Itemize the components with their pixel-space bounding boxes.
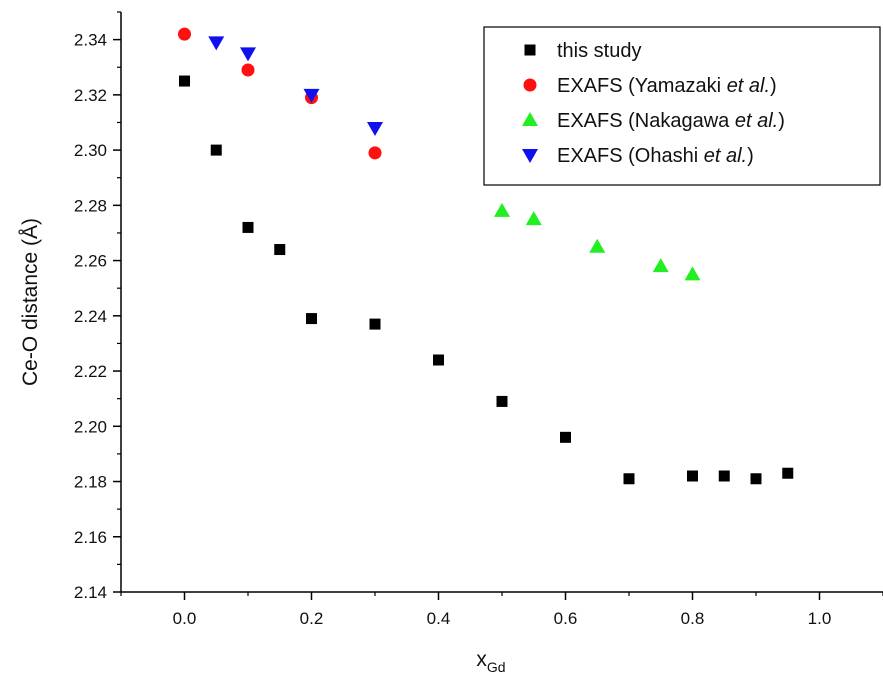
data-point [241,63,255,77]
data-point [652,258,669,273]
series-3 [208,36,383,136]
series-2 [494,202,701,281]
legend-box [483,26,881,186]
legend: this study EXAFS (Yamazaki et al.) EXAFS (… [483,26,881,186]
x-tick-label: 1.0 [808,609,832,628]
data-point [525,211,542,226]
y-tick-label: 2.30 [74,141,107,160]
x-tick-label: 0.8 [681,609,705,628]
data-point [303,88,320,103]
y-tick-labels: 2.14 2.16 2.18 2.20 2.22 2.24 2.26 2.28 2.30 2.32… [74,31,107,602]
y-tick-label: 2.16 [74,528,107,547]
legend-marker [524,44,536,56]
x-tick-label: 0.6 [554,609,578,628]
x-axis-title-subscript: Gd [487,659,506,675]
y-tick-label: 2.26 [74,252,107,271]
data-point [179,75,190,87]
data-point [210,144,222,156]
data-point [306,313,317,325]
x-tick-label: 0.4 [427,609,451,628]
legend-label: this study [557,40,641,62]
data-point [242,221,254,233]
x-tick-label: 0.2 [300,609,324,628]
legend-marker [522,149,538,163]
data-point [208,36,225,51]
x-axis-title-main: x [476,648,487,671]
y-tick-label: 2.34 [74,31,107,50]
y-tick-label: 2.28 [74,196,107,215]
data-point [178,27,191,41]
legend-marker [523,78,537,92]
legend-label: EXAFS (Ohashi et al.) [557,145,754,167]
y-tick-label: 2.32 [74,86,107,105]
series-0 [179,75,794,485]
y-tick-label: 2.22 [74,362,107,381]
x-tick-label: 0.0 [173,609,197,628]
legend-marker [522,112,538,126]
y-tick-label: 2.24 [74,307,107,326]
legend-label: EXAFS (Yamazaki et al.) [557,75,777,97]
data-point [369,318,381,330]
data-point [240,47,256,62]
y-tick-label: 2.18 [74,473,107,492]
data-point [560,431,571,443]
data-point [589,238,606,253]
data-point [496,395,508,407]
tick-marks [113,11,883,600]
data-point [687,470,698,482]
data-points [178,27,794,485]
series-1 [178,27,382,160]
x-tick-labels: 0.0 0.2 0.4 0.6 0.8 1.0 [173,609,832,628]
data-point [750,473,762,485]
y-axis-title: Ce-O distance (Å) [19,218,42,386]
data-point [274,244,286,256]
y-tick-label: 2.14 [74,583,107,602]
data-point [718,470,730,482]
data-point [494,202,510,217]
data-point [433,354,444,366]
legend-label: EXAFS (Nakagawa et al.) [557,110,785,132]
data-point [782,467,794,479]
data-point [367,122,383,136]
x-axis-title: xGd [476,648,505,675]
data-point [623,473,635,485]
y-tick-label: 2.20 [74,417,107,436]
data-point [368,146,382,160]
data-point [684,266,701,281]
